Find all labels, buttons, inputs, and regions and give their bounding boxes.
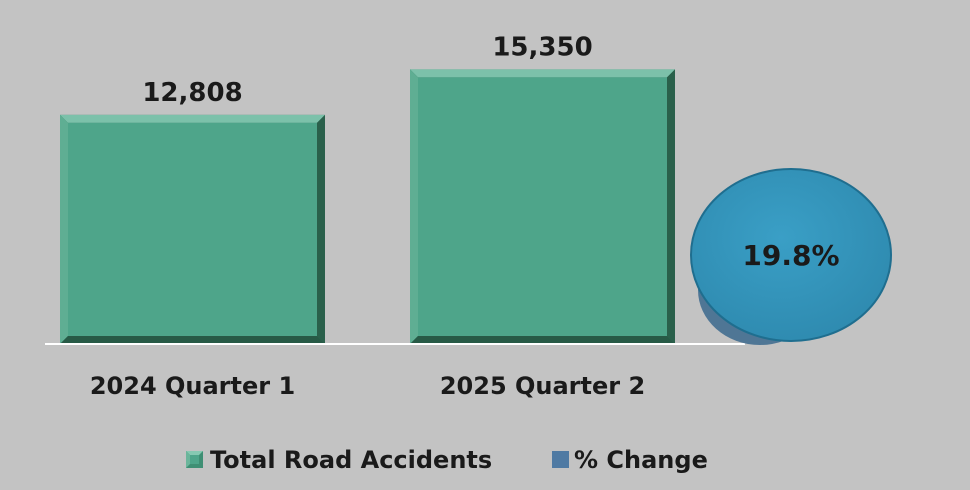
bar-bevel-left [60, 114, 68, 344]
legend-label: % Change [574, 446, 708, 474]
bar-group [60, 114, 325, 344]
bar-bevel-top [410, 69, 675, 78]
legend-icon-face [190, 455, 199, 464]
legend-label: Total Road Accidents [210, 446, 492, 474]
bar-bevel-right [667, 69, 675, 345]
bar-group [410, 69, 675, 345]
legend: Total Road Accidents % Change [186, 446, 708, 474]
legend-icon-bevel-top [186, 451, 203, 455]
bar-face [418, 77, 667, 337]
x-tick-label: 2025 Quarter 2 [440, 372, 645, 400]
legend-icon-bevel-left [186, 451, 190, 468]
bars-layer [60, 69, 675, 345]
bar-bevel-bottom [60, 336, 325, 344]
legend-square-icon [552, 451, 569, 468]
bar-bevel-right [317, 114, 325, 344]
bar-bevel-left [410, 69, 418, 345]
bar-value-label: 15,350 [492, 32, 592, 62]
change-bubble-circle [690, 168, 892, 342]
bar-face [68, 122, 317, 336]
change-bubble: 19.8% [690, 168, 892, 345]
labels-layer: 12,808 2024 Quarter 1 15,350 2025 Quarter 2 [90, 32, 645, 400]
bar-value-label: 12,808 [142, 78, 242, 108]
x-tick-label: 2024 Quarter 1 [90, 372, 295, 400]
bar-bevel-bottom [410, 336, 675, 344]
change-value-label: 19.8% [742, 239, 839, 272]
bar-bevel-top [60, 114, 325, 123]
